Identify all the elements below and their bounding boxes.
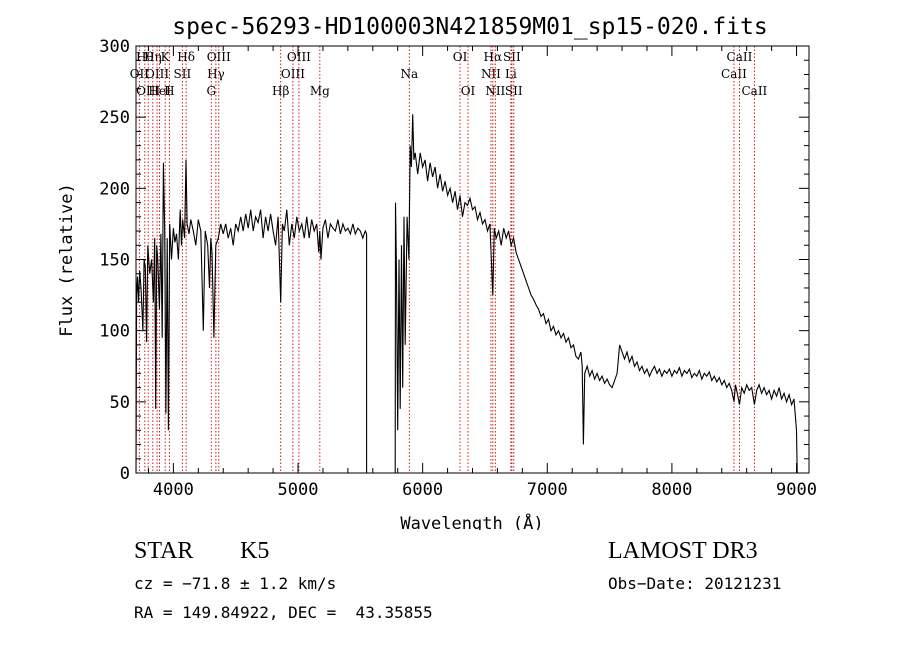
line-marker-label: Hα [484,50,503,64]
line-marker-label: Hγ [207,67,225,81]
y-tick-label: 200 [99,179,130,199]
y-tick-label: 150 [99,251,130,271]
obs-date-label: Obs−Date: 20121231 [608,574,782,593]
y-axis-label: Flux (relative) [57,183,77,337]
line-marker-label: OI [453,50,468,64]
line-marker-label: G [206,84,216,98]
line-marker-label: CaII [721,67,747,81]
line-marker-label: Mg [310,84,330,98]
line-marker-label: NII [481,67,501,81]
subclass-label: K5 [240,538,270,564]
line-marker-label: OIII [287,50,311,64]
spectrum-chart: spec-56293-HD100003N421859M01_sp15-020.f… [57,14,817,530]
line-marker-label: OIII [145,67,169,81]
line-marker-label: Hη [144,50,162,64]
line-marker-label: K [161,50,171,64]
line-marker-label: H [164,84,174,98]
spectrum-line [135,114,798,474]
chart-title: spec-56293-HD100003N421859M01_sp15-020.f… [172,14,767,40]
line-marker-label: OIII [207,50,231,64]
y-tick-label: 0 [120,464,130,484]
line-marker-label: Hβ [272,84,289,98]
x-tick-label: 5000 [278,480,319,500]
line-marker-label: SII [174,67,192,81]
line-marker-label: SII [503,50,521,64]
y-tick-label: 50 [110,393,130,413]
spectrum-series [135,114,798,474]
y-tick-label: 100 [99,322,130,342]
line-marker-label: OI [461,84,476,98]
x-tick-label: 6000 [402,480,443,500]
y-tick-label: 250 [99,108,130,128]
line-marker-label: HeI [148,84,171,98]
line-marker-label: CaII [727,50,753,64]
x-tick-label: 8000 [651,480,692,500]
line-marker-label: SII [505,84,523,98]
line-markers: OIIHθOIIIHηOIIIHeIKHSIIHδGHγOIIIHβOIIIOI… [130,46,768,473]
y-tick-label: 300 [99,37,130,57]
x-tick-label: 7000 [527,480,568,500]
plot-frame [135,45,810,474]
x-axis-label: Wavelength (Å) [400,512,543,530]
class-label: STAR [134,538,194,564]
line-marker-label: CaII [741,84,767,98]
line-marker-label: Li [505,67,517,81]
axes: 4000 5000 6000 7000 8000 9000 0 50 100 150 200 250 3… [99,37,817,500]
line-marker-label: OIII [281,67,305,81]
line-marker-label: Na [400,67,418,81]
line-marker-label: NII [485,84,505,98]
x-tick-label: 4000 [153,480,194,500]
survey-label: LAMOST DR3 [608,538,758,564]
line-marker-label: OIII [136,84,160,98]
line-marker-label: Hδ [177,50,195,64]
x-tick-label: 9000 [776,480,817,500]
coords-label: RA = 149.84922, DEC = 43.35855 [134,603,433,622]
redshift-label: cz = −71.8 ± 1.2 km/s [134,574,337,593]
